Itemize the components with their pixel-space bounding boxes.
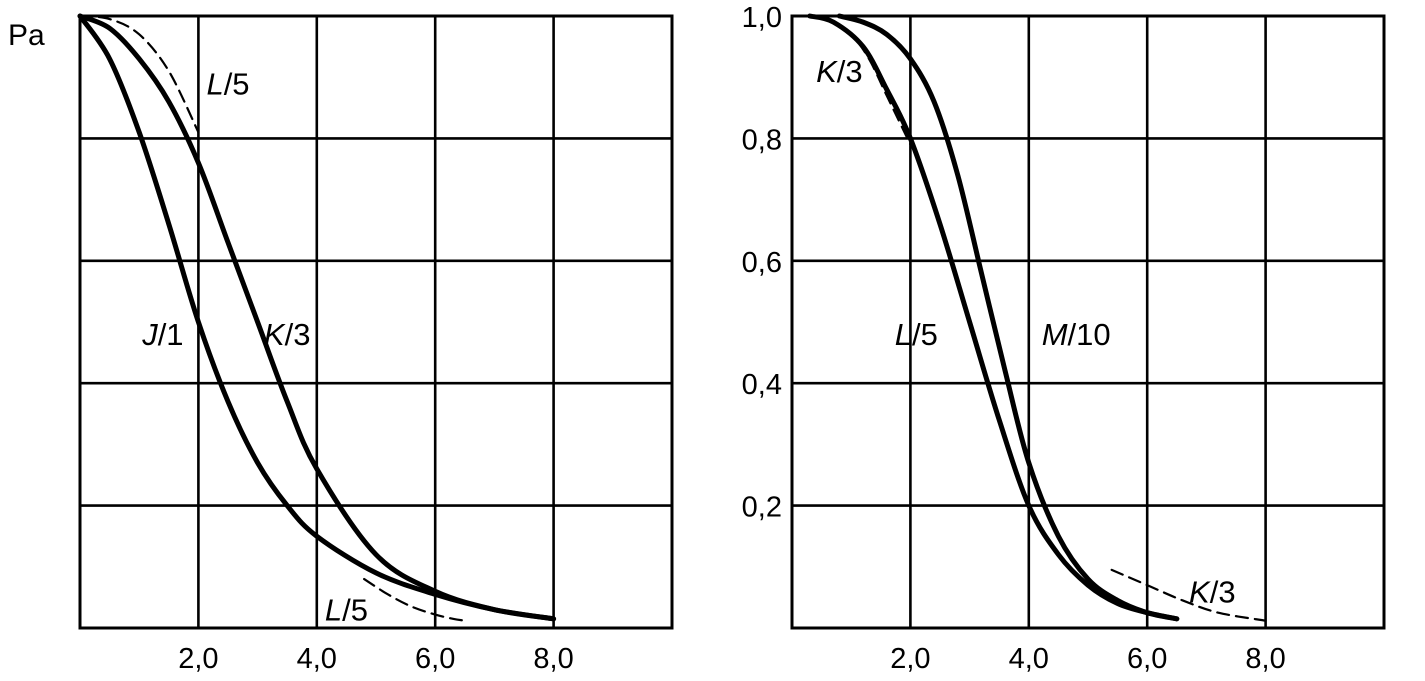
x-tick-label: 2,0 bbox=[890, 643, 930, 675]
x-tick-label: 4,0 bbox=[297, 643, 337, 675]
chart-panels: 2,0 4,0 6,0 8,0 L/5 J/1 K/3 L/5 2,0 4,0 6,0 8,0 0,2 0… bbox=[77, 2, 1386, 675]
y-tick-label: 0,4 bbox=[742, 369, 782, 401]
series-line-l-5-dashed bbox=[363, 577, 466, 622]
x-tick-label: 6,0 bbox=[415, 643, 455, 675]
series-line-k-3-dashed bbox=[1110, 568, 1267, 622]
series-line-j-1 bbox=[77, 13, 557, 622]
plot-frame bbox=[78, 14, 674, 630]
curve-label: M/10 bbox=[1042, 317, 1111, 352]
x-tick-label: 4,0 bbox=[1009, 643, 1049, 675]
series-line-m-10 bbox=[836, 13, 1180, 622]
curve-label: L/5 bbox=[895, 317, 938, 352]
series-line-k-3 bbox=[77, 13, 557, 622]
plot-frame bbox=[790, 14, 1386, 630]
curve-label: K/3 bbox=[816, 54, 863, 89]
series-line-l-5-dashed bbox=[78, 14, 200, 134]
curve-label: J/1 bbox=[141, 317, 183, 352]
curve-label: K/3 bbox=[1189, 574, 1236, 609]
curve-label: K/3 bbox=[264, 317, 311, 352]
x-tick-label: 8,0 bbox=[533, 643, 573, 675]
x-tick-label: 8,0 bbox=[1245, 643, 1285, 675]
y-tick-label: 0,8 bbox=[742, 124, 782, 156]
chart-panel-2: 2,0 4,0 6,0 8,0 0,2 0,4 0,6 0,8 1,0 K/3 L/5 M/10 K/3 bbox=[742, 2, 1386, 675]
curve-label: L/5 bbox=[206, 66, 249, 101]
y-tick-label: 1,0 bbox=[742, 2, 782, 34]
y-tick-label: 0,2 bbox=[742, 492, 782, 524]
y-axis-title: Pa bbox=[8, 19, 45, 52]
x-tick-label: 6,0 bbox=[1127, 643, 1167, 675]
x-tick-label: 2,0 bbox=[178, 643, 218, 675]
series-line-l-5 bbox=[807, 13, 1180, 622]
series-line-k-3-dashed bbox=[808, 14, 912, 146]
curve-label: L/5 bbox=[325, 593, 368, 628]
chart-panel-1: 2,0 4,0 6,0 8,0 L/5 J/1 K/3 L/5 bbox=[77, 13, 674, 675]
y-tick-label: 0,6 bbox=[742, 247, 782, 279]
